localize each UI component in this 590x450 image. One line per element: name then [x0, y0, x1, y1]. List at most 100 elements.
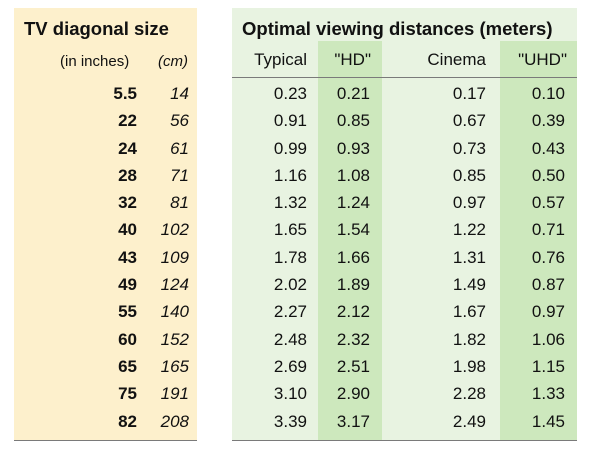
- cm-value: 81: [170, 193, 189, 213]
- column-header-typical: Typical: [254, 50, 307, 69]
- uhd-value: 1.15: [531, 356, 565, 376]
- table-row: 40 102: [14, 216, 197, 243]
- cm-value: 109: [160, 247, 189, 267]
- column-header-cinema: Cinema: [427, 50, 486, 69]
- uhd-value: 0.71: [531, 220, 565, 240]
- cinema-value: 0.85: [452, 165, 486, 185]
- viewing-distance-panel: Optimal viewing distances (meters) Typic…: [232, 8, 577, 441]
- table-row: 1.65 1.54 1.22 0.71: [232, 216, 577, 243]
- column-header-uhd: "UHD": [518, 50, 567, 69]
- inches-value: 55: [118, 302, 137, 322]
- table-row: 0.23 0.21 0.17 0.10: [232, 80, 577, 107]
- inches-value: 22: [118, 111, 137, 131]
- cm-value: 165: [160, 356, 189, 376]
- table-row: 1.78 1.66 1.31 0.76: [232, 244, 577, 271]
- cm-value: 152: [160, 329, 189, 349]
- table-row: 0.99 0.93 0.73 0.43: [232, 135, 577, 162]
- typical-value: 0.91: [273, 111, 307, 131]
- hd-value: 2.32: [336, 329, 370, 349]
- uhd-value: 0.87: [531, 275, 565, 295]
- cinema-value: 1.98: [452, 356, 486, 376]
- cinema-value: 1.82: [452, 329, 486, 349]
- table-row: 1.32 1.24 0.97 0.57: [232, 189, 577, 216]
- inches-header: (in inches): [60, 53, 130, 70]
- inches-value: 24: [118, 138, 137, 158]
- cinema-value: 0.97: [452, 193, 486, 213]
- cm-value: 102: [160, 220, 189, 240]
- cm-value: 191: [160, 384, 189, 404]
- inches-value: 32: [118, 193, 137, 213]
- uhd-value: 0.57: [531, 193, 565, 213]
- table-row: 3.39 3.17 2.49 1.45: [232, 408, 577, 435]
- typical-value: 2.69: [273, 356, 307, 376]
- cinema-value: 1.49: [452, 275, 486, 295]
- typical-value: 1.65: [273, 220, 307, 240]
- cm-value: 140: [160, 302, 189, 322]
- inches-value: 49: [118, 275, 137, 295]
- table-row: 43 109: [14, 244, 197, 271]
- table-row: 28 71: [14, 162, 197, 189]
- typical-value: 3.10: [273, 384, 307, 404]
- table-row: 49 124: [14, 271, 197, 298]
- inches-value: 60: [118, 329, 137, 349]
- typical-value: 2.27: [273, 302, 307, 322]
- table-row: 82 208: [14, 408, 197, 435]
- cinema-value: 1.67: [452, 302, 486, 322]
- inches-value: 40: [118, 220, 137, 240]
- uhd-value: 0.43: [531, 138, 565, 158]
- table-row: 60 152: [14, 326, 197, 353]
- typical-value: 2.48: [273, 329, 307, 349]
- cinema-value: 0.17: [452, 84, 486, 103]
- typical-value: 0.23: [273, 84, 307, 103]
- tv-size-panel: TV diagonal size (in inches) (cm) 5.5 14 2…: [14, 8, 197, 441]
- hd-value: 1.08: [336, 165, 370, 185]
- table-row: 2.02 1.89 1.49 0.87: [232, 271, 577, 298]
- table-row: 24 61: [14, 135, 197, 162]
- table-row: 55 140: [14, 298, 197, 325]
- tv-size-title: TV diagonal size: [24, 18, 169, 39]
- uhd-value: 0.10: [531, 84, 565, 103]
- inches-value: 82: [118, 411, 137, 431]
- inches-value: 5.5: [113, 84, 137, 103]
- hd-value: 1.54: [336, 220, 370, 240]
- table-row: 2.48 2.32 1.82 1.06: [232, 326, 577, 353]
- hd-value: 0.21: [336, 84, 370, 103]
- inches-value: 43: [118, 247, 137, 267]
- typical-value: 2.02: [273, 275, 307, 295]
- table-row: 3.10 2.90 2.28 1.33: [232, 380, 577, 407]
- hd-value: 0.93: [336, 138, 370, 158]
- uhd-value: 1.33: [531, 384, 565, 404]
- hd-value: 2.12: [336, 302, 370, 322]
- inches-value: 28: [118, 165, 137, 185]
- typical-value: 1.32: [273, 193, 307, 213]
- cinema-value: 0.73: [452, 138, 486, 158]
- cm-header: (cm): [158, 53, 188, 70]
- table-row: 65 165: [14, 353, 197, 380]
- uhd-value: 0.76: [531, 247, 565, 267]
- cm-value: 208: [160, 411, 189, 431]
- uhd-value: 1.45: [531, 411, 565, 431]
- viewing-distance-rows: 0.23 0.21 0.17 0.10 0.91 0.85 0.67 0.39 0.99 0.93…: [232, 80, 577, 435]
- cm-value: 14: [170, 84, 189, 103]
- table-row: 5.5 14: [14, 80, 197, 107]
- inches-value: 65: [118, 356, 137, 376]
- table-row: 75 191: [14, 380, 197, 407]
- hd-value: 1.89: [336, 275, 370, 295]
- typical-value: 3.39: [273, 411, 307, 431]
- column-header-hd: "HD": [334, 50, 371, 69]
- cm-value: 61: [170, 138, 189, 158]
- table-row: 32 81: [14, 189, 197, 216]
- hd-value: 3.17: [336, 411, 370, 431]
- table-row: 1.16 1.08 0.85 0.50: [232, 162, 577, 189]
- cinema-value: 1.22: [452, 220, 486, 240]
- cm-value: 124: [160, 275, 189, 295]
- table-row: 2.69 2.51 1.98 1.15: [232, 353, 577, 380]
- typical-value: 1.78: [273, 247, 307, 267]
- table-row: 2.27 2.12 1.67 0.97: [232, 298, 577, 325]
- header-divider: [232, 77, 577, 78]
- cinema-value: 2.28: [452, 384, 486, 404]
- cinema-value: 0.67: [452, 111, 486, 131]
- tv-size-rows: 5.5 14 22 56 24 61 28 71 32 81 40 102 43 109 49 124 55 14…: [14, 80, 197, 435]
- table-row: 0.91 0.85 0.67 0.39: [232, 107, 577, 134]
- uhd-value: 0.39: [531, 111, 565, 131]
